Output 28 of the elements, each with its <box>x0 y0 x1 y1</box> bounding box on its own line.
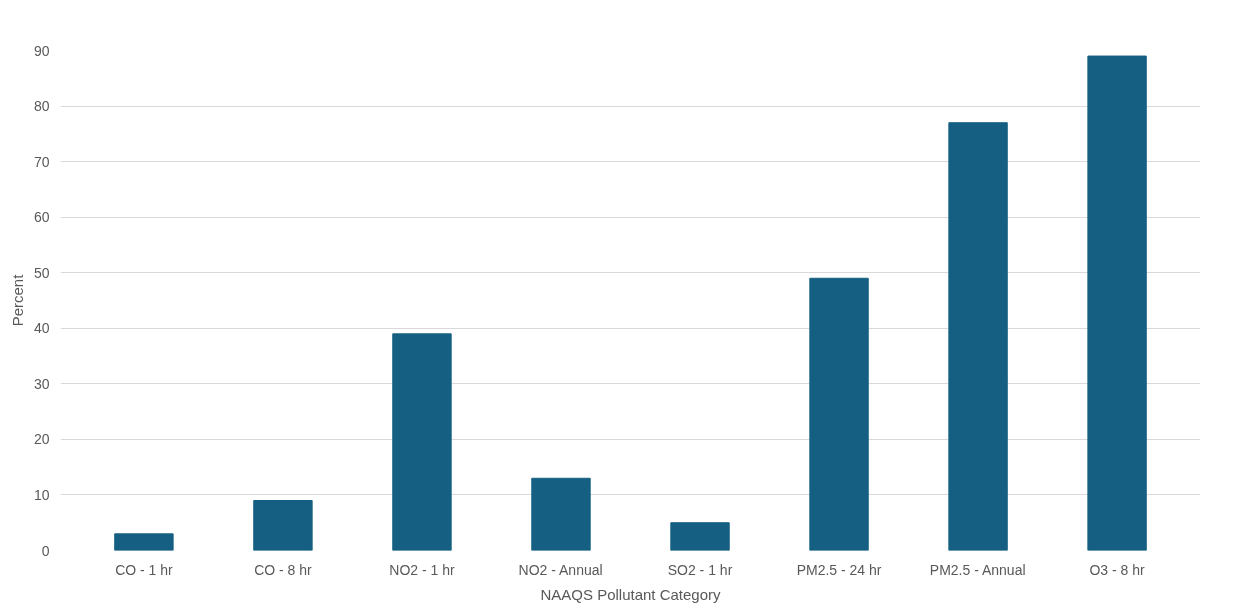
bar <box>670 522 730 551</box>
bar <box>1087 55 1147 551</box>
bar <box>114 533 174 551</box>
y-tick-label: 80 <box>33 98 50 115</box>
y-axis-title: Percent <box>8 273 26 327</box>
y-tick-label: 70 <box>33 153 50 170</box>
y-tick-label: 30 <box>33 375 50 392</box>
y-tick-label: 0 <box>41 542 50 559</box>
x-axis-title: NAAQS Pollutant Category <box>540 585 722 603</box>
x-tick-label: NO2 - 1 hr <box>389 561 455 578</box>
bar <box>392 333 452 551</box>
x-tick-label: CO - 1 hr <box>115 561 174 578</box>
x-tick-label: PM2.5 - 24 hr <box>796 561 882 578</box>
bar <box>809 277 869 551</box>
x-tick-label: SO2 - 1 hr <box>667 561 733 578</box>
y-tick-label: 10 <box>33 486 50 503</box>
x-tick-label: NO2 - Annual <box>518 561 603 578</box>
bar <box>531 477 591 551</box>
x-tick-label: PM2.5 - Annual <box>929 561 1026 578</box>
bar <box>253 500 313 551</box>
y-tick-label: 50 <box>33 264 50 281</box>
x-tick-label: CO - 8 hr <box>254 561 313 578</box>
bar <box>948 122 1008 551</box>
y-tick-label: 60 <box>33 209 50 226</box>
x-tick-label: O3 - 8 hr <box>1089 561 1146 578</box>
y-tick-label: 90 <box>33 42 50 59</box>
y-tick-label: 20 <box>33 431 50 448</box>
y-tick-label: 40 <box>33 320 50 337</box>
